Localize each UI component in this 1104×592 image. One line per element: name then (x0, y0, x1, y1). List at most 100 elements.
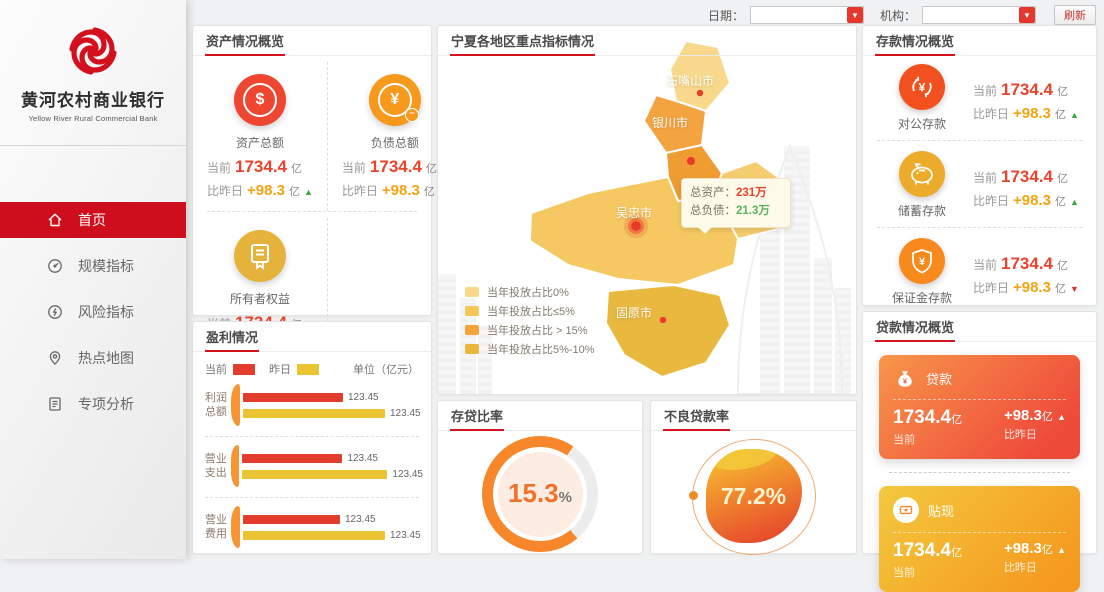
npl-ratio-panel: 不良贷款率 77.2% (650, 400, 857, 562)
legend-label: 当年投放占比0% (487, 286, 569, 299)
trend-up-icon (1057, 545, 1066, 555)
gauge-value: 77.2% (720, 482, 787, 509)
dashed-divider (205, 436, 419, 437)
legend-label: 当年投放占比≤5% (487, 305, 575, 318)
panel-header: 贷款情况概览 (863, 312, 1096, 342)
legend-swatch (465, 305, 479, 316)
deposit-item-savings: 储蓄存款 当前 1734.4 亿 比昨日 +98.3 亿 (863, 143, 1096, 225)
chevron-down-icon[interactable]: ▼ (846, 7, 863, 23)
panel-title: 宁夏各地区重点指标情况 (450, 26, 596, 56)
panel-header: 盈利情况 (193, 322, 431, 352)
dashed-divider (877, 140, 1082, 141)
bar-group-cost: 营业 费用 123.45 123.45 (193, 501, 431, 555)
panel-header: 宁夏各地区重点指标情况 (438, 26, 856, 56)
map-legend: 当年投放占比0% 当年投放占比≤5% 当年投放占比 > 15% 当年投放占比5%… (465, 282, 595, 358)
bar-yesterday (242, 469, 388, 479)
deposit-item-name: 保证金存款 (891, 291, 952, 305)
date-select[interactable]: ▼ (749, 6, 864, 24)
panel-title: 盈利情况 (205, 321, 260, 352)
bar-group-profit: 利润 总额 123.45 123.45 (193, 379, 431, 433)
panel-header: 资产情况概览 (193, 26, 431, 56)
refresh-button[interactable]: 刷新 (1054, 5, 1096, 25)
sidebar-nav: 首页 规模指标 风险指标 热点地图 专项分析 (0, 202, 186, 422)
org-select[interactable]: ▼ (922, 6, 1036, 24)
bar-current (242, 453, 343, 463)
gauge-ring-dot (688, 491, 698, 500)
legend-swatch (465, 343, 479, 354)
map-region-guyuan[interactable] (605, 284, 731, 378)
date-select-value[interactable] (751, 7, 847, 23)
bar-value: 123.45 (392, 468, 423, 480)
deposit-item-name: 储蓄存款 (897, 204, 946, 218)
deposit-item-corporate: ¥ 对公存款 当前 1734.4 亿 比昨日 +98.3 亿 (863, 56, 1096, 138)
sidebar-item-label: 首页 (78, 212, 106, 228)
city-label-wuzhong: 吴忠市 (616, 206, 653, 220)
org-select-value[interactable] (923, 7, 1019, 23)
asset-item-name: 所有者权益 (229, 292, 290, 306)
org-filter-label: 机构： (879, 8, 916, 23)
bar-value: 123.45 (348, 391, 379, 403)
yuan-minus-circle-icon: ¥ − (368, 74, 421, 126)
delta-label: 比昨日 (1003, 562, 1037, 574)
sidebar-item-hotspot-map[interactable]: 热点地图 (0, 340, 186, 376)
sidebar-item-home[interactable]: 首页 (0, 202, 186, 238)
group-bracket-shape (230, 445, 240, 487)
loans-overview-panel: 贷款情况概览 ¥ 贷款 1734.4亿 当前 +98.3亿 比昨日 贴现 (862, 311, 1097, 592)
bar-yesterday (243, 530, 385, 540)
sidebar-item-label: 热点地图 (78, 350, 134, 366)
dashed-divider (893, 532, 1066, 533)
liquid-gauge: 77.2% (685, 432, 822, 562)
asset-item-name: 负债总额 (370, 136, 419, 150)
bar-group-label: 营业 费用 (205, 513, 227, 540)
value-label: 当前 (893, 434, 915, 446)
region-map-panel: 石嘴山市 银川市 吴忠市 固原市 总资产：231万 总负债：21.3万 当年投放… (437, 25, 857, 395)
sidebar-item-scale-indicators[interactable]: 规模指标 (0, 248, 186, 284)
sidebar-item-risk-indicators[interactable]: 风险指标 (0, 294, 186, 330)
special-analysis-icon (46, 395, 64, 413)
chevron-down-icon[interactable]: ▼ (1019, 7, 1035, 23)
risk-gauge-icon (46, 303, 64, 321)
hotspot-dots (624, 89, 704, 324)
legend-yesterday-swatch (297, 363, 319, 375)
sidebar: 黄河农村商业银行 Yellow River Rural Commercial B… (0, 0, 186, 559)
svg-text:¥: ¥ (919, 256, 926, 268)
loan-card-title: 贷款 (926, 371, 953, 387)
money-bag-icon: ¥ (893, 366, 917, 390)
panel-header: 不良贷款率 (651, 401, 856, 431)
scale-gauge-icon (46, 257, 64, 275)
city-label-guyuan: 固原市 (616, 306, 653, 320)
group-bracket-shape (231, 506, 240, 548)
panel-header: 存款情况概览 (863, 26, 1096, 56)
deposit-item-name: 对公存款 (897, 117, 946, 131)
piggy-bank-circle-icon (899, 151, 945, 197)
bar-current (243, 514, 340, 524)
profit-panel: 盈利情况 当前 昨日 单位（亿元） 利润 总额 123.45 123.45 营业支… (192, 321, 432, 554)
legend-current-swatch (233, 363, 255, 375)
gauge-value: 15.3 (508, 477, 559, 508)
panel-title: 贷款情况概览 (875, 311, 956, 342)
svg-text:¥: ¥ (903, 376, 908, 385)
sidebar-item-special-analysis[interactable]: 专项分析 (0, 386, 186, 422)
dashed-divider (889, 472, 1070, 473)
donut-gauge: 15.3% (482, 436, 598, 552)
loan-card: ¥ 贷款 1734.4亿 当前 +98.3亿 比昨日 (879, 355, 1080, 459)
value-label: 当前 (893, 567, 915, 579)
ningxia-map[interactable]: 石嘴山市 银川市 吴忠市 固原市 总资产：231万 总负债：21.3万 当年投放… (438, 26, 856, 394)
legend-label: 当年投放占比 > 15% (487, 324, 588, 337)
map-tooltip: 总资产：231万 总负债：21.3万 (681, 178, 791, 234)
bank-name-cn: 黄河农村商业银行 (21, 91, 165, 110)
bar-group-label: 利润 总额 (205, 391, 227, 418)
asset-item-name: 资产总额 (235, 136, 284, 150)
panel-title: 资产情况概览 (205, 25, 286, 56)
delta-label: 比昨日 (1003, 429, 1037, 441)
profit-legend: 当前 昨日 单位（亿元） (193, 352, 431, 379)
sidebar-item-label: 规模指标 (78, 258, 134, 274)
shield-yuan-circle-icon: ¥ (899, 238, 945, 284)
city-label-yinchuan: 银川市 (652, 116, 689, 130)
dashed-divider (877, 227, 1082, 228)
panel-title: 不良贷款率 (663, 400, 731, 431)
legend-swatch (465, 324, 479, 335)
loan-deposit-ratio-panel: 存贷比率 15.3% (437, 400, 643, 554)
